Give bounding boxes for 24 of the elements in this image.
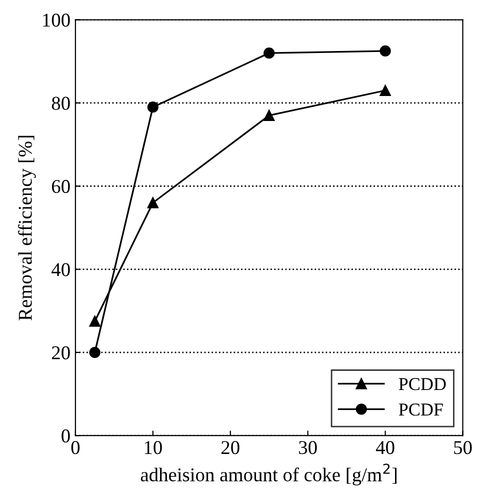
y-tick-label: 100 [43,14,70,27]
x-tick-label: 10 [144,441,162,454]
y-tick-label: 20 [52,346,70,360]
x-axis-title: adheision amount of coke [g/m$^{2}$] [140,464,397,486]
y-tick-label: 0 [62,429,70,443]
point [147,102,158,113]
point [380,84,391,96]
y-tick-label: 80 [52,96,70,110]
point [264,48,275,59]
y-tick-label: 40 [52,263,70,276]
y-axis-title: Removal efficiency [%] [18,136,36,320]
x-tick-label: 50 [454,441,472,454]
point [380,45,391,57]
point [147,197,158,208]
legend-label: PCDF [398,404,443,416]
x-tick-label: 0 [71,441,80,454]
legend-label: PCDD [398,378,446,390]
x-tick-label: 20 [222,441,240,454]
x-tick-label: 30 [299,441,317,454]
x-tick-label: 40 [376,441,394,454]
point [89,346,100,358]
point [89,316,100,327]
point [264,110,275,121]
y-tick-label: 60 [52,180,70,194]
